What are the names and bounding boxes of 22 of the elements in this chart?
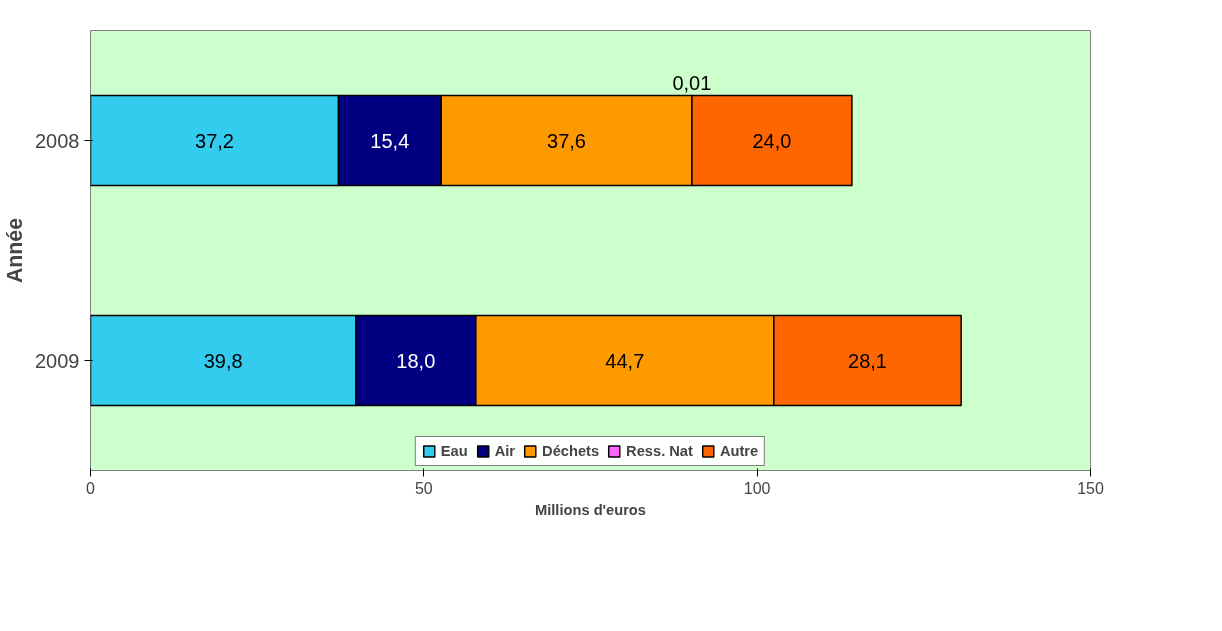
x-tick-label: 50 xyxy=(414,479,433,497)
legend-label: Air xyxy=(494,443,516,459)
data-label: 18,0 xyxy=(396,349,436,372)
data-label: 24,0 xyxy=(752,129,792,152)
legend-label: Eau xyxy=(440,443,468,459)
y-axis-title: Année xyxy=(3,217,28,284)
data-label: 0,01 xyxy=(672,72,712,95)
x-tick-label: 0 xyxy=(86,479,96,497)
y-tick-label: 2009 xyxy=(35,349,80,372)
data-label: 37,2 xyxy=(195,129,234,152)
data-label: 44,7 xyxy=(605,349,645,372)
x-axis-title: Millions d'euros xyxy=(535,501,646,518)
data-label: 37,6 xyxy=(547,129,586,152)
data-label: 39,8 xyxy=(203,349,243,372)
legend-label: Ress. Nat xyxy=(626,443,693,459)
legend-label: Autre xyxy=(719,443,759,459)
y-tick-label: 2008 xyxy=(35,129,80,152)
x-tick-label: 150 xyxy=(1077,479,1104,497)
data-label: 28,1 xyxy=(848,349,887,372)
x-tick-label: 100 xyxy=(743,479,771,497)
data-label: 15,4 xyxy=(370,129,410,152)
legend-label: Déchets xyxy=(542,443,600,459)
